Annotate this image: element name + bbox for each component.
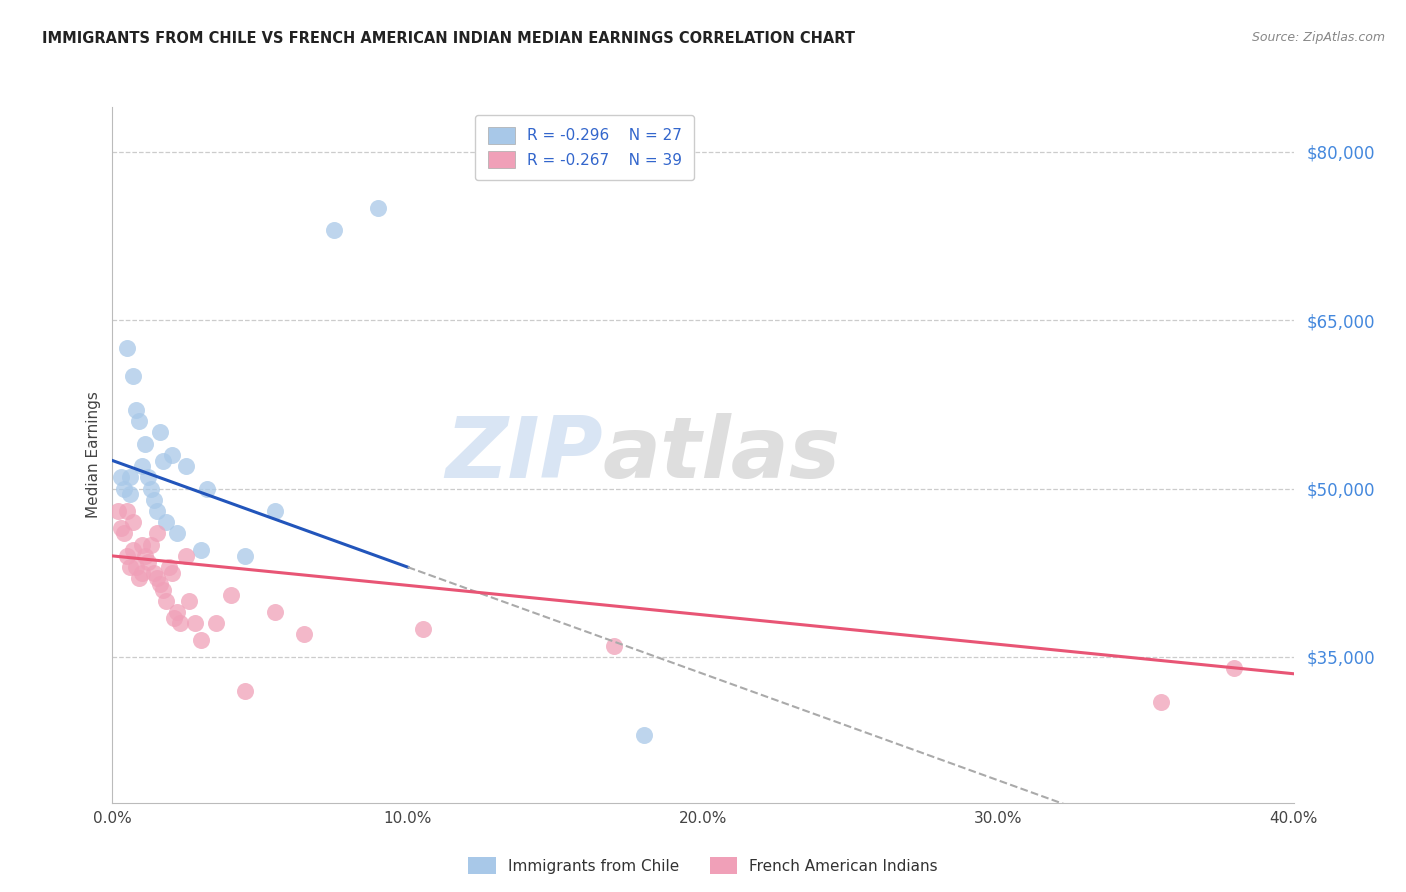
Point [136,555,159,569]
Point [367,201,389,215]
Point [264,504,287,518]
Point [149,425,172,440]
Point [120,470,142,484]
Point [169,616,191,631]
Point [136,470,159,484]
Point [160,448,183,462]
Point [110,470,132,484]
Point [1150,695,1173,709]
Text: atlas: atlas [603,413,841,497]
Point [155,594,177,608]
Point [120,487,142,501]
Point [174,549,197,563]
Point [131,538,153,552]
Point [1223,661,1246,675]
Point [117,341,138,355]
Point [633,729,655,743]
Y-axis label: Median Earnings: Median Earnings [86,392,101,518]
Point [152,453,174,467]
Point [184,616,207,631]
Point [120,560,142,574]
Point [323,223,346,237]
Legend: R = -0.296    N = 27, R = -0.267    N = 39: R = -0.296 N = 27, R = -0.267 N = 39 [475,115,695,180]
Point [107,504,129,518]
Point [117,504,138,518]
Point [139,538,162,552]
Point [174,459,197,474]
Point [134,549,156,563]
Point [110,521,132,535]
Point [264,605,287,619]
Point [190,633,212,648]
Point [122,543,145,558]
Point [190,543,212,558]
Point [219,588,242,602]
Point [142,492,165,507]
Point [157,560,180,574]
Point [122,369,145,384]
Point [139,482,162,496]
Point [233,683,256,698]
Point [412,622,434,636]
Point [179,594,201,608]
Point [292,627,315,641]
Point [149,577,172,591]
Point [166,605,188,619]
Point [122,515,145,529]
Point [205,616,228,631]
Point [233,549,256,563]
Point [146,504,169,518]
Point [125,403,148,417]
Point [128,414,150,428]
Point [117,549,138,563]
Point [131,459,153,474]
Point [142,566,165,580]
Point [146,571,169,585]
Text: Source: ZipAtlas.com: Source: ZipAtlas.com [1251,31,1385,45]
Point [603,639,626,653]
Point [146,526,169,541]
Text: ZIP: ZIP [444,413,603,497]
Legend: Immigrants from Chile, French American Indians: Immigrants from Chile, French American I… [463,851,943,880]
Point [131,566,153,580]
Point [195,482,218,496]
Point [134,436,156,450]
Point [155,515,177,529]
Point [128,571,150,585]
Text: IMMIGRANTS FROM CHILE VS FRENCH AMERICAN INDIAN MEDIAN EARNINGS CORRELATION CHAR: IMMIGRANTS FROM CHILE VS FRENCH AMERICAN… [42,31,855,46]
Point [112,482,135,496]
Point [166,526,188,541]
Point [160,566,183,580]
Point [125,560,148,574]
Point [152,582,174,597]
Point [112,526,135,541]
Point [163,610,186,624]
